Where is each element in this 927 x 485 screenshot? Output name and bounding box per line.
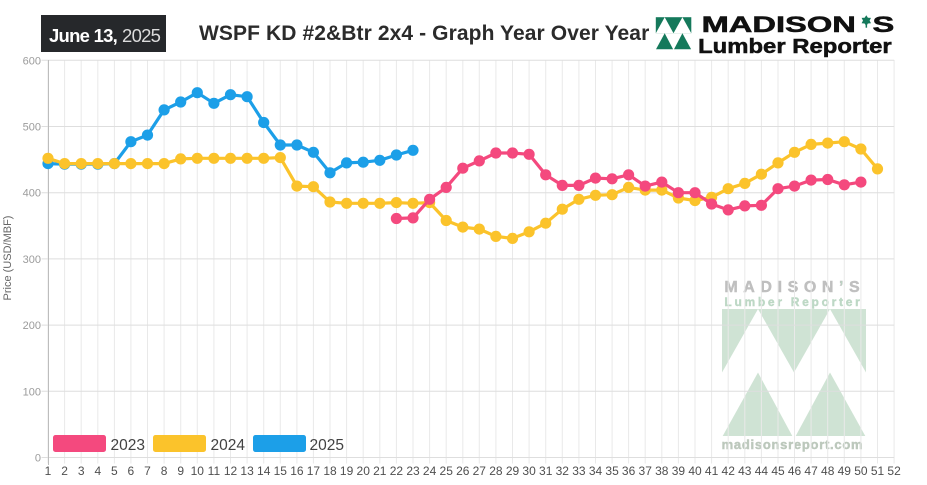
svg-text:32: 32 [556,464,570,478]
svg-text:300: 300 [23,254,41,266]
svg-text:50: 50 [854,464,868,478]
svg-text:19: 19 [340,464,354,478]
svg-text:9: 9 [177,464,184,478]
svg-text:42: 42 [722,464,736,478]
svg-text:18: 18 [323,464,337,478]
svg-text:400: 400 [23,188,41,200]
svg-text:Price (USD/MBF): Price (USD/MBF) [2,216,14,301]
svg-text:48: 48 [821,464,835,478]
svg-text:41: 41 [705,464,719,478]
svg-text:34: 34 [589,464,603,478]
svg-text:40: 40 [688,464,702,478]
svg-text:10: 10 [191,464,205,478]
svg-text:Lumber Reporter: Lumber Reporter [724,295,862,309]
svg-text:51: 51 [871,464,885,478]
svg-text:37: 37 [639,464,653,478]
svg-text:27: 27 [473,464,487,478]
svg-text:2024: 2024 [211,437,246,454]
svg-text:39: 39 [672,464,686,478]
svg-text:20: 20 [357,464,371,478]
svg-text:13: 13 [240,464,254,478]
svg-text:11: 11 [208,464,221,478]
svg-text:44: 44 [755,464,769,478]
svg-text:16: 16 [290,464,304,478]
svg-text:100: 100 [23,386,41,398]
svg-text:1: 1 [45,464,52,478]
svg-text:23: 23 [406,464,420,478]
svg-text:3: 3 [78,464,85,478]
svg-text:12: 12 [224,464,238,478]
svg-text:24: 24 [423,464,437,478]
svg-text:8: 8 [161,464,168,478]
svg-text:26: 26 [456,464,470,478]
svg-text:33: 33 [572,464,586,478]
svg-text:22: 22 [390,464,404,478]
svg-text:S: S [872,12,894,36]
svg-text:2025: 2025 [310,437,344,454]
svg-text:4: 4 [94,464,101,478]
svg-text:36: 36 [622,464,636,478]
svg-text:0: 0 [35,453,41,465]
svg-text:38: 38 [655,464,669,478]
svg-text:15: 15 [274,464,288,478]
svg-text:MADISON: MADISON [702,12,856,36]
svg-text:Lumber Reporter: Lumber Reporter [698,35,892,58]
svg-text:25: 25 [440,464,454,478]
svg-text:200: 200 [23,320,41,332]
svg-text:14: 14 [257,464,271,478]
svg-text:46: 46 [788,464,802,478]
svg-text:49: 49 [838,464,852,478]
svg-text:45: 45 [771,464,785,478]
svg-text:43: 43 [738,464,752,478]
svg-text:17: 17 [307,464,321,478]
svg-text:madisonsreport.com: madisonsreport.com [722,437,864,452]
svg-text:2: 2 [61,464,68,478]
svg-text:6: 6 [128,464,135,478]
svg-text:2023: 2023 [111,437,145,454]
svg-text:5: 5 [111,464,118,478]
svg-text:MADISON’S: MADISON’S [724,279,865,296]
svg-text:600: 600 [23,55,41,67]
svg-text:47: 47 [804,464,818,478]
svg-text:30: 30 [522,464,536,478]
svg-text:52: 52 [887,464,901,478]
svg-text:500: 500 [23,122,41,134]
svg-text:29: 29 [506,464,520,478]
svg-text:28: 28 [489,464,503,478]
svg-text:35: 35 [605,464,619,478]
svg-text:31: 31 [539,464,553,478]
svg-text:7: 7 [144,464,151,478]
svg-text:21: 21 [373,464,387,478]
